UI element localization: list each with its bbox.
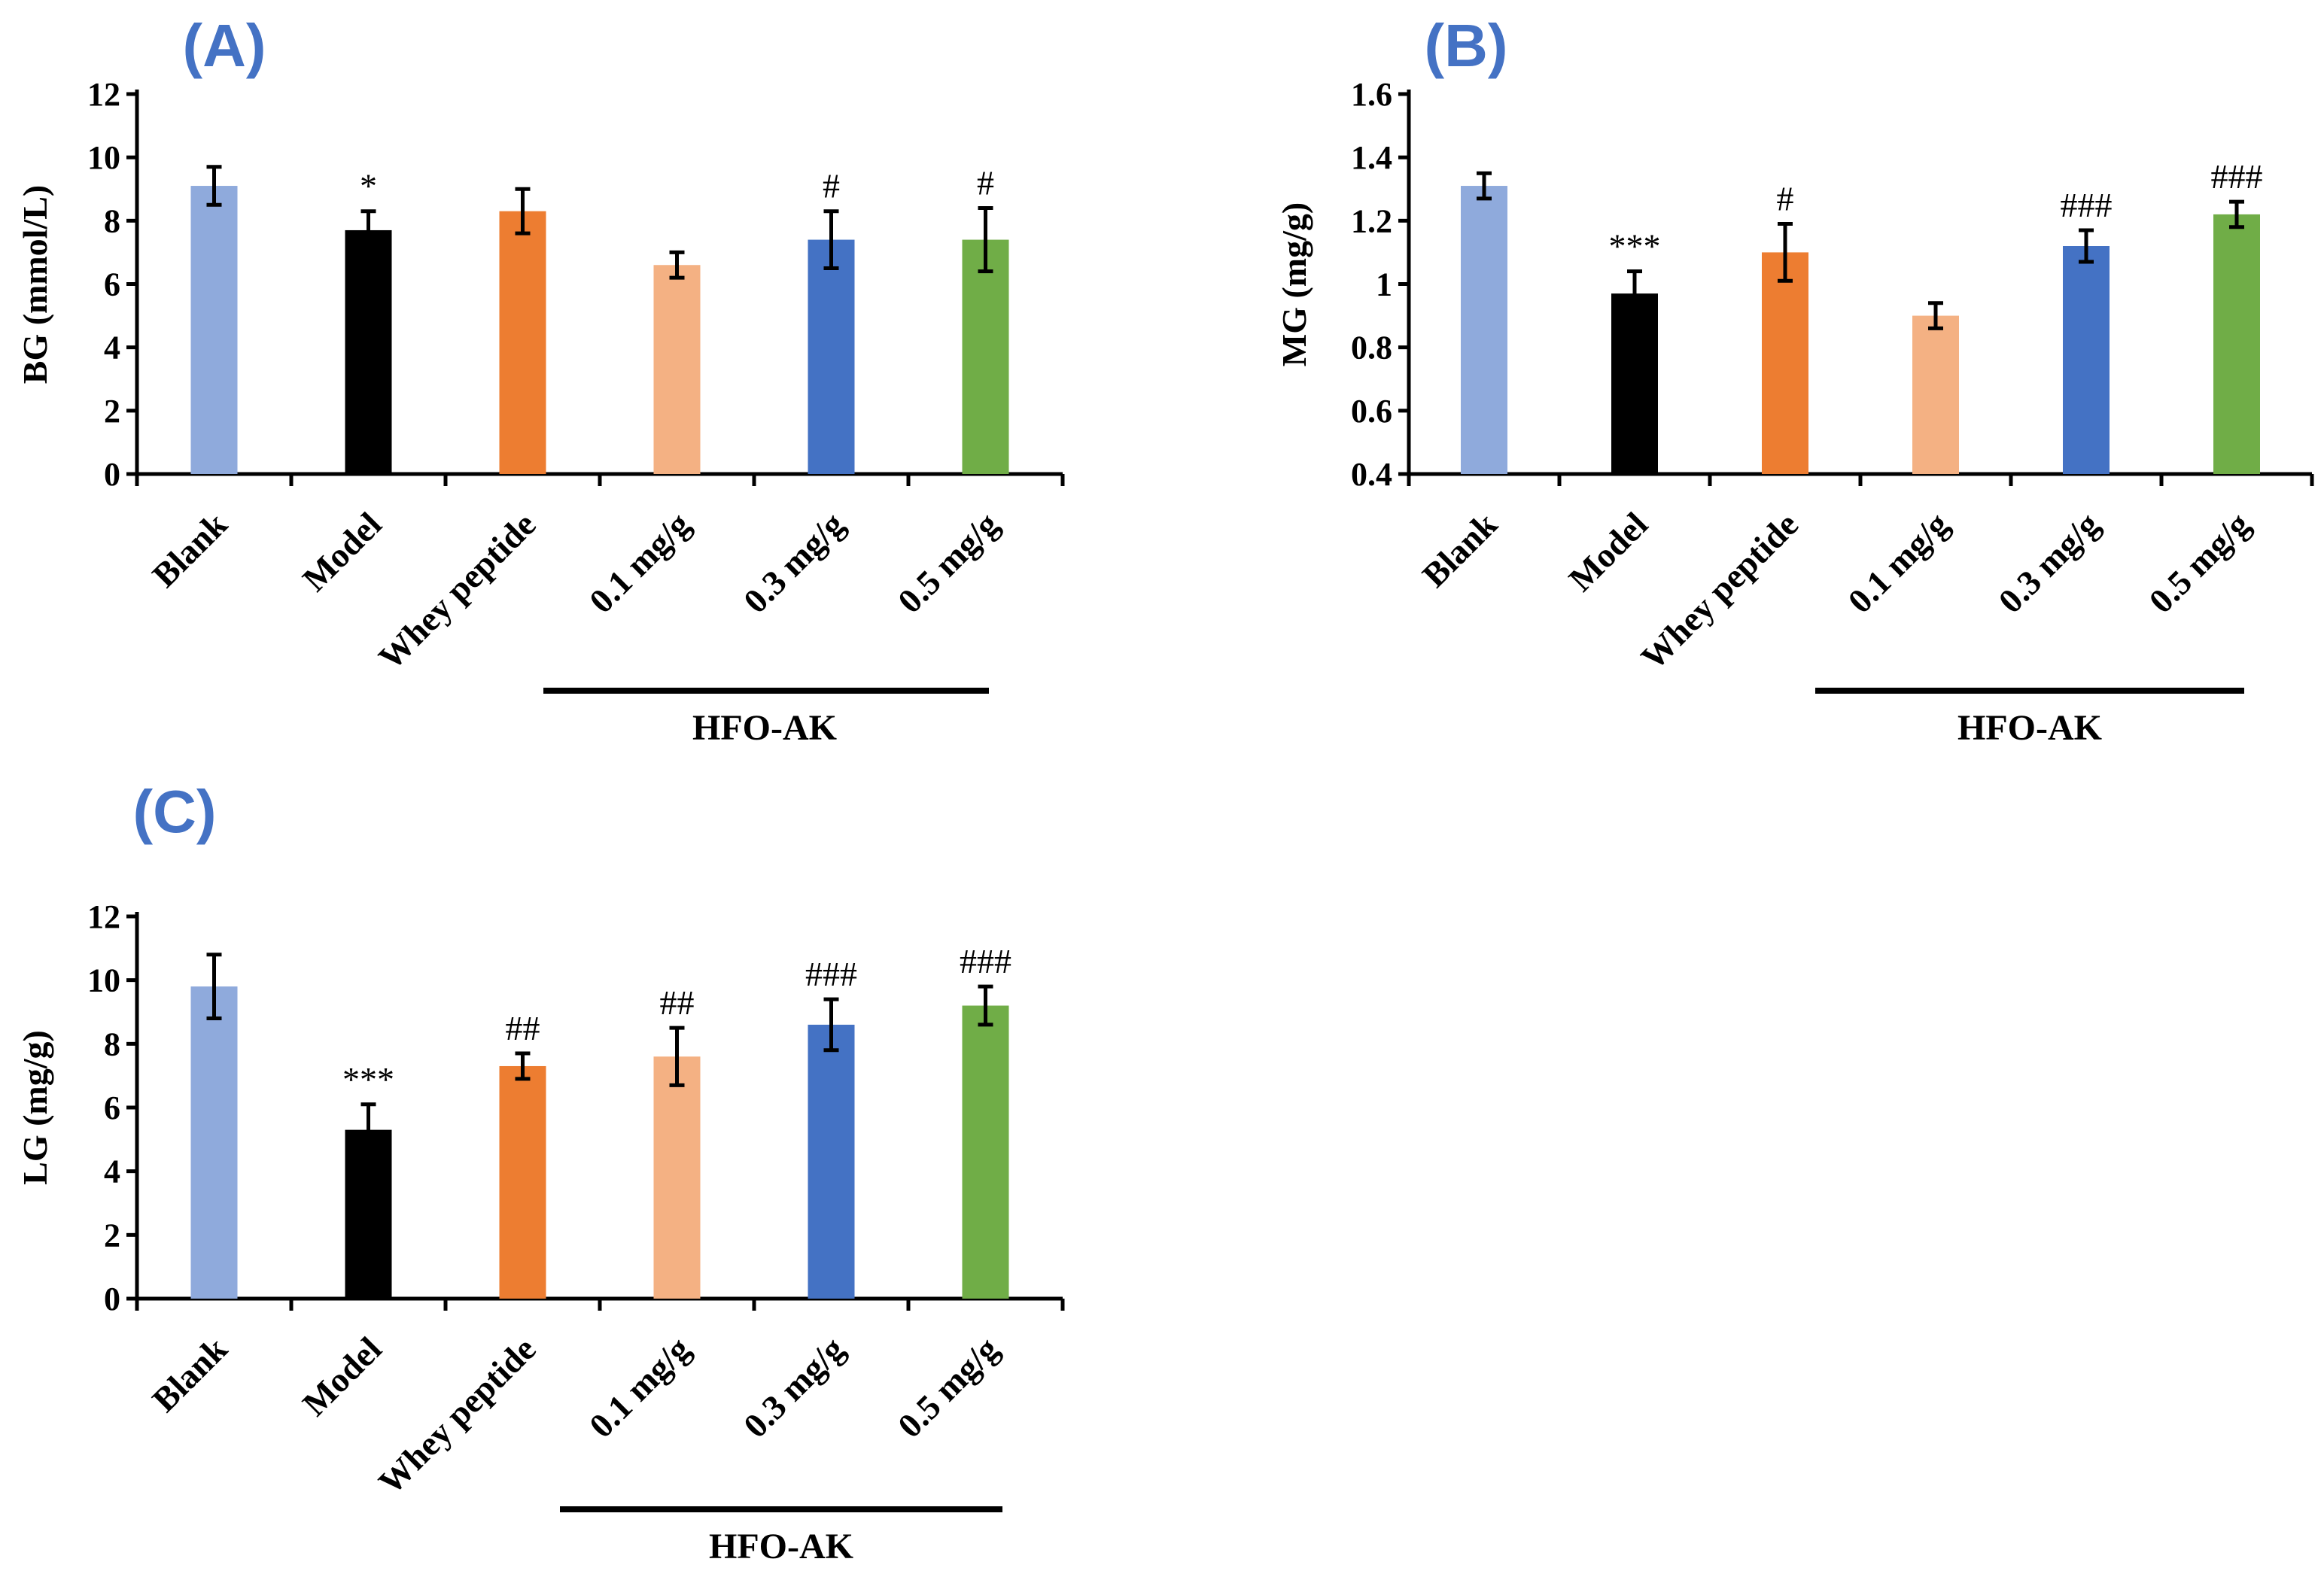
category-label: Model — [1561, 505, 1655, 599]
y-tick-label: 2 — [104, 393, 120, 430]
y-tick-label: 12 — [87, 76, 120, 113]
bar — [962, 1005, 1009, 1299]
category-label: Whey peptide — [1634, 505, 1806, 677]
bar — [499, 211, 546, 474]
group-label: HFO-AK — [709, 1527, 853, 1566]
bar — [190, 186, 238, 474]
y-axis-label: MG (mg/g) — [1275, 202, 1313, 366]
y-tick-label: 8 — [104, 1026, 120, 1062]
y-tick-label: 1.4 — [1351, 139, 1392, 176]
y-tick-label: 10 — [87, 962, 120, 999]
bar — [2213, 214, 2260, 474]
significance-mark: # — [823, 167, 840, 205]
category-label: 0.3 mg/g — [736, 505, 852, 621]
panel-label: (B) — [1424, 12, 1507, 79]
bar — [190, 986, 238, 1299]
bar — [808, 239, 855, 474]
bar — [345, 229, 392, 474]
category-label: Blank — [144, 505, 235, 595]
bar — [653, 265, 701, 474]
y-tick-label: 1 — [1376, 266, 1392, 303]
y-axis-label: LG (mg/g) — [16, 1030, 54, 1185]
significance-mark: # — [1777, 180, 1794, 218]
y-tick-label: 10 — [87, 139, 120, 176]
category-label: Model — [295, 1329, 389, 1424]
bar — [2063, 246, 2110, 474]
category-label: Blank — [144, 1329, 235, 1420]
significance-mark: ## — [660, 983, 695, 1022]
y-tick-label: 12 — [87, 898, 120, 935]
category-label: Blank — [1415, 505, 1505, 595]
y-tick-label: 8 — [104, 202, 120, 239]
bar — [1912, 315, 1959, 474]
bar — [345, 1129, 392, 1299]
y-tick-label: 4 — [104, 330, 120, 366]
y-tick-label: 0.6 — [1351, 393, 1392, 430]
bar — [1762, 252, 1808, 474]
significance-mark: # — [977, 164, 994, 202]
significance-mark: ### — [960, 942, 1011, 980]
category-label: 0.1 mg/g — [582, 1329, 698, 1445]
category-label: 0.5 mg/g — [890, 505, 1006, 621]
y-tick-label: 4 — [104, 1153, 120, 1190]
y-tick-label: 0.8 — [1351, 330, 1392, 366]
category-label: 0.3 mg/g — [1991, 505, 2107, 621]
significance-mark: ### — [2211, 157, 2263, 196]
y-tick-label: 0 — [104, 456, 120, 493]
significance-mark: *** — [1609, 227, 1661, 266]
bar — [653, 1056, 701, 1299]
bar — [808, 1024, 855, 1299]
bar — [962, 239, 1009, 474]
bar — [1461, 186, 1507, 474]
category-label: Model — [295, 505, 389, 599]
category-label: 0.5 mg/g — [890, 1329, 1006, 1445]
panel-b: (B) MG (mg/g) 0.4 0.6 0.8 1 1.2 1.4 1.6 Blank *** M… — [1275, 12, 2314, 748]
category-label: 0.1 mg/g — [582, 505, 698, 621]
group-label: HFO-AK — [1957, 708, 2102, 748]
significance-mark: ### — [2061, 186, 2113, 224]
y-tick-label: 2 — [104, 1217, 120, 1253]
category-label: Whey peptide — [371, 1329, 543, 1502]
significance-mark: *** — [342, 1060, 394, 1098]
y-axis-label: BG (mmol/L) — [16, 185, 54, 384]
bar — [1611, 293, 1658, 474]
category-label: 0.1 mg/g — [1841, 505, 1957, 621]
category-label: 0.5 mg/g — [2142, 505, 2258, 621]
y-tick-label: 6 — [104, 1089, 120, 1126]
panel-c: (C) LG (mg/g) 0 2 4 6 8 10 12 Blank *** Model ## Whey… — [16, 778, 1065, 1566]
group-label: HFO-AK — [692, 708, 837, 748]
panel-label: (A) — [182, 12, 266, 79]
bar — [499, 1065, 546, 1299]
category-label: Whey peptide — [371, 505, 543, 677]
y-tick-label: 6 — [104, 266, 120, 303]
y-tick-label: 1.2 — [1351, 202, 1392, 239]
significance-mark: * — [360, 167, 377, 205]
y-tick-label: 1.6 — [1351, 76, 1392, 113]
significance-mark: ## — [506, 1009, 540, 1047]
y-tick-label: 0 — [104, 1281, 120, 1317]
panel-label: (C) — [132, 778, 216, 845]
significance-mark: ### — [805, 955, 857, 993]
y-tick-label: 0.4 — [1351, 456, 1392, 493]
category-label: 0.3 mg/g — [736, 1329, 852, 1445]
